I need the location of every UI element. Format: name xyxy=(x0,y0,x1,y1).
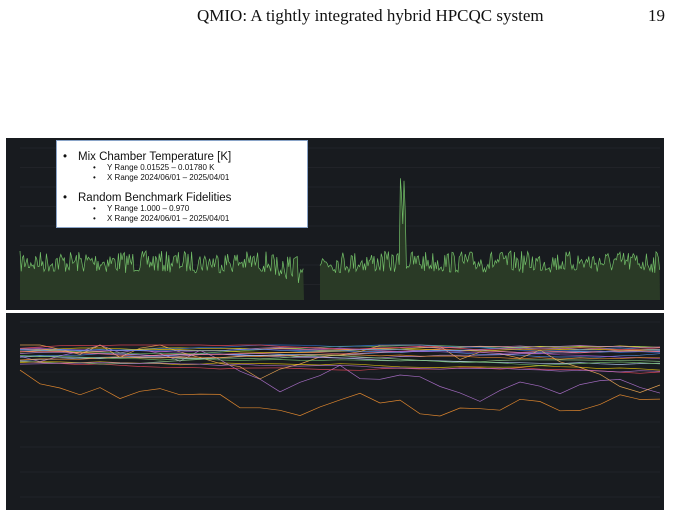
line-texture xyxy=(19,355,661,366)
running-title: QMIO: A tightly integrated hybrid HPCQC … xyxy=(197,6,544,25)
line-texture xyxy=(19,250,304,284)
line-texture xyxy=(19,354,661,365)
line-texture xyxy=(319,178,660,274)
legend-item: Mix Chamber Temperature [K] Y Range 0.01… xyxy=(63,151,231,183)
line-texture xyxy=(19,347,661,352)
line-texture xyxy=(19,344,661,351)
line-texture xyxy=(19,348,661,357)
legend-item-title: Mix Chamber Temperature [K] xyxy=(63,151,231,163)
line-texture xyxy=(20,347,661,353)
line-texture xyxy=(19,360,661,374)
legend-item-line: Y Range 0.01525 – 0.01780 K xyxy=(63,163,231,173)
line-texture xyxy=(19,349,661,359)
legend-item: Random Benchmark Fidelities Y Range 1.00… xyxy=(63,192,231,224)
legend-item-title: Random Benchmark Fidelities xyxy=(63,192,231,204)
legend-item-line: Y Range 1.000 – 0.970 xyxy=(63,204,231,214)
legend-box: Mix Chamber Temperature [K] Y Range 0.01… xyxy=(56,140,308,228)
legend-item-line: X Range 2024/06/01 – 2025/04/01 xyxy=(63,173,231,183)
fidelity-panel xyxy=(6,313,664,510)
line-texture xyxy=(19,344,661,354)
line-texture xyxy=(19,369,661,417)
area-texture xyxy=(20,251,304,300)
legend-item-line: X Range 2024/06/01 – 2025/04/01 xyxy=(63,214,231,224)
line-texture xyxy=(19,354,661,361)
panel-curves xyxy=(19,178,661,417)
line-texture xyxy=(19,361,661,373)
page-number: 19 xyxy=(648,6,665,25)
